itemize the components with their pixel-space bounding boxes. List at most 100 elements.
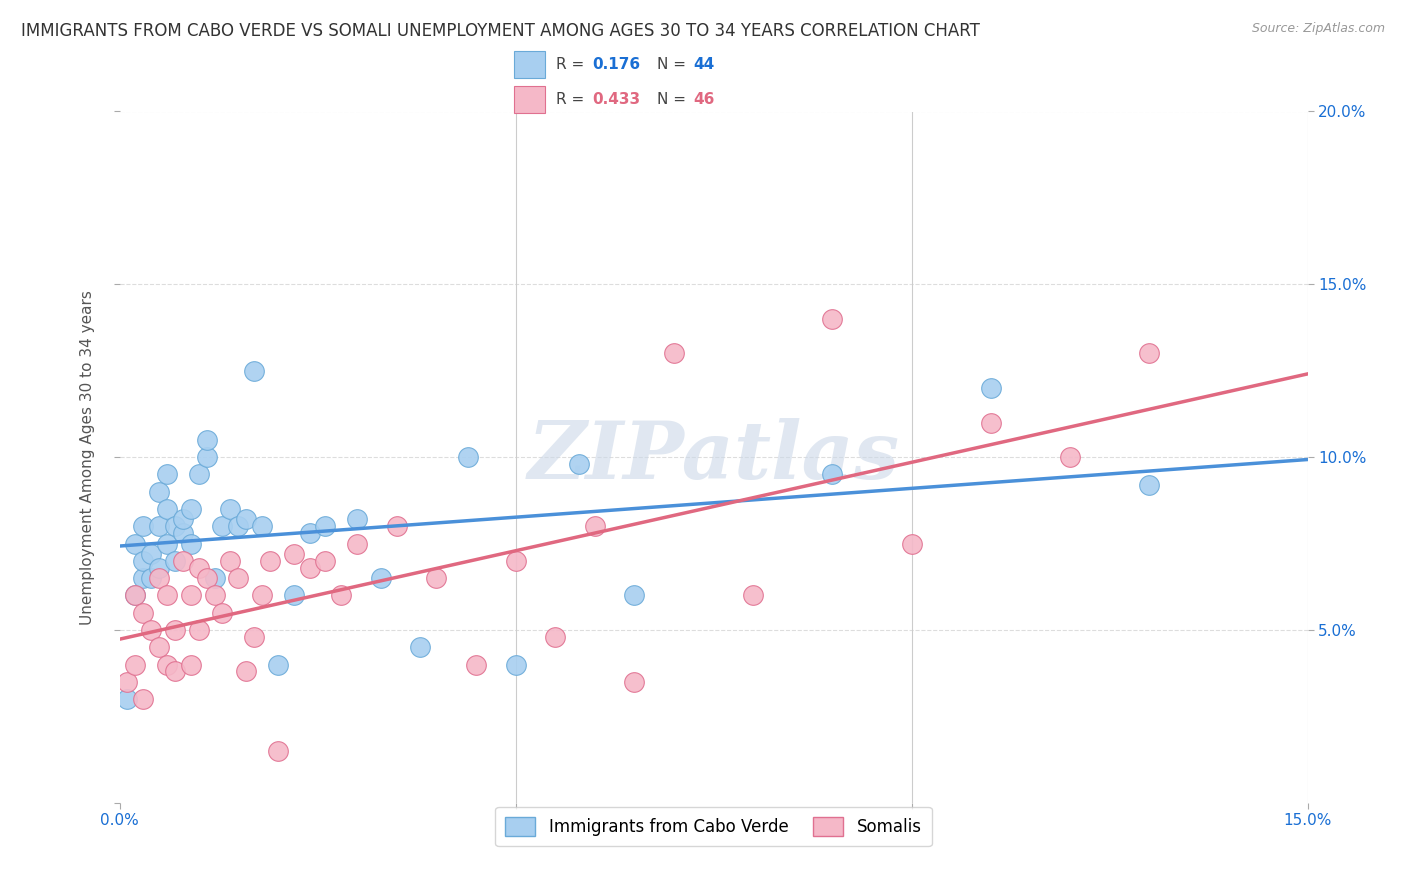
Point bbox=[148, 571, 170, 585]
Point bbox=[211, 519, 233, 533]
Point bbox=[180, 536, 202, 550]
Point bbox=[124, 536, 146, 550]
Point bbox=[163, 665, 186, 679]
Point bbox=[219, 502, 242, 516]
Text: 0.433: 0.433 bbox=[592, 92, 640, 107]
Point bbox=[346, 536, 368, 550]
Point bbox=[457, 450, 479, 464]
Text: IMMIGRANTS FROM CABO VERDE VS SOMALI UNEMPLOYMENT AMONG AGES 30 TO 34 YEARS CORR: IMMIGRANTS FROM CABO VERDE VS SOMALI UNE… bbox=[21, 22, 980, 40]
Point bbox=[180, 589, 202, 603]
Point bbox=[250, 589, 273, 603]
Point bbox=[180, 657, 202, 672]
Point bbox=[243, 364, 266, 378]
Point bbox=[204, 571, 226, 585]
Text: 0.176: 0.176 bbox=[592, 57, 640, 72]
Point bbox=[742, 589, 765, 603]
Point bbox=[980, 416, 1002, 430]
Point bbox=[204, 589, 226, 603]
Point bbox=[346, 512, 368, 526]
Point bbox=[195, 450, 218, 464]
Point bbox=[132, 606, 155, 620]
Point bbox=[195, 571, 218, 585]
Point bbox=[298, 561, 321, 575]
Point bbox=[298, 526, 321, 541]
Point bbox=[156, 657, 179, 672]
Point bbox=[370, 571, 392, 585]
Point bbox=[163, 554, 186, 568]
Point bbox=[283, 589, 305, 603]
Legend: Immigrants from Cabo Verde, Somalis: Immigrants from Cabo Verde, Somalis bbox=[495, 807, 932, 847]
Point bbox=[385, 519, 408, 533]
Point bbox=[330, 589, 353, 603]
Point bbox=[172, 554, 194, 568]
Point bbox=[132, 692, 155, 706]
Point bbox=[464, 657, 488, 672]
Point bbox=[156, 467, 179, 482]
Point bbox=[283, 547, 305, 561]
Point bbox=[980, 381, 1002, 395]
Point bbox=[141, 547, 163, 561]
Point bbox=[623, 674, 645, 689]
Point bbox=[228, 571, 250, 585]
Point bbox=[132, 519, 155, 533]
Point bbox=[1137, 478, 1160, 492]
Point bbox=[314, 519, 336, 533]
Text: N =: N = bbox=[657, 92, 690, 107]
Point bbox=[505, 657, 527, 672]
Point bbox=[228, 519, 250, 533]
Point bbox=[172, 512, 194, 526]
Point bbox=[662, 346, 685, 360]
Point bbox=[156, 502, 179, 516]
Text: 44: 44 bbox=[693, 57, 714, 72]
Point bbox=[132, 554, 155, 568]
Point bbox=[180, 502, 202, 516]
Point bbox=[156, 589, 179, 603]
Point bbox=[187, 467, 209, 482]
Point bbox=[124, 657, 146, 672]
Point bbox=[259, 554, 281, 568]
Point bbox=[141, 571, 163, 585]
Point bbox=[124, 589, 146, 603]
Text: R =: R = bbox=[555, 92, 589, 107]
Point bbox=[163, 519, 186, 533]
Point bbox=[267, 744, 290, 758]
Point bbox=[821, 312, 844, 326]
Point bbox=[132, 571, 155, 585]
Point bbox=[219, 554, 242, 568]
Point bbox=[235, 665, 257, 679]
Text: ZIPatlas: ZIPatlas bbox=[527, 418, 900, 496]
Point bbox=[117, 692, 139, 706]
Point bbox=[425, 571, 447, 585]
Point bbox=[1137, 346, 1160, 360]
Point bbox=[124, 589, 146, 603]
Point bbox=[148, 561, 170, 575]
Point bbox=[187, 623, 209, 637]
Point bbox=[900, 536, 922, 550]
Point bbox=[623, 589, 645, 603]
Point bbox=[235, 512, 257, 526]
Point bbox=[583, 519, 606, 533]
Text: Source: ZipAtlas.com: Source: ZipAtlas.com bbox=[1251, 22, 1385, 36]
Point bbox=[172, 526, 194, 541]
Point bbox=[409, 640, 432, 655]
Point bbox=[243, 630, 266, 644]
Point bbox=[187, 561, 209, 575]
Y-axis label: Unemployment Among Ages 30 to 34 years: Unemployment Among Ages 30 to 34 years bbox=[80, 290, 96, 624]
Point bbox=[821, 467, 844, 482]
Point bbox=[163, 623, 186, 637]
Bar bbox=[515, 51, 546, 78]
Point bbox=[195, 433, 218, 447]
Point bbox=[544, 630, 567, 644]
Text: N =: N = bbox=[657, 57, 690, 72]
Point bbox=[211, 606, 233, 620]
Point bbox=[267, 657, 290, 672]
Point bbox=[156, 536, 179, 550]
Point bbox=[148, 484, 170, 499]
Point bbox=[250, 519, 273, 533]
Point bbox=[314, 554, 336, 568]
Point bbox=[141, 623, 163, 637]
Point bbox=[568, 457, 591, 471]
Point bbox=[1059, 450, 1081, 464]
Point bbox=[148, 519, 170, 533]
Point bbox=[148, 640, 170, 655]
